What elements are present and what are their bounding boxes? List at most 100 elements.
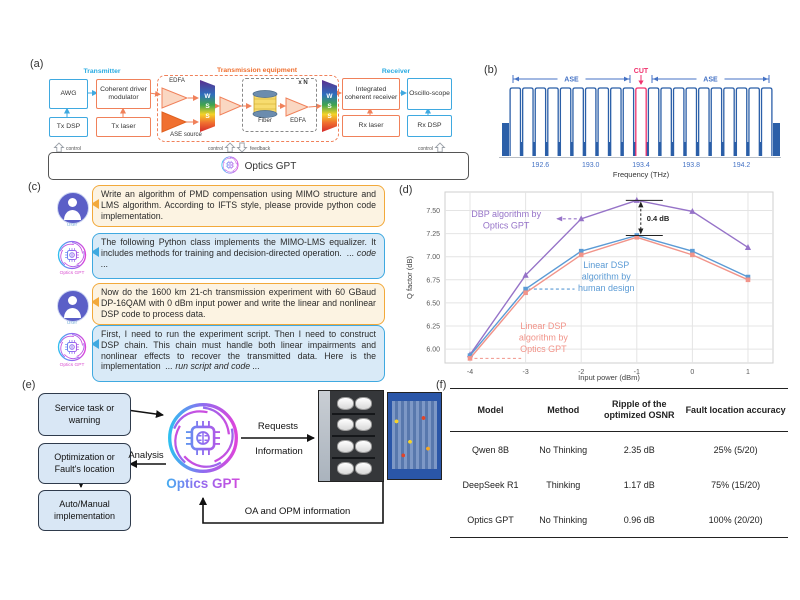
panel-b-label: (b) [484,64,498,76]
svg-text:Linear DSP: Linear DSP [520,321,566,331]
rx-dsp-block: Rx DSP [407,115,452,137]
requests-arrow-label: Requests [257,421,299,432]
chat-text-italic: ... code ... [101,247,376,269]
transmitter-section-label: Transmitter [83,68,121,75]
optimization-box: Optimization or Fault's location [38,443,131,484]
chat-text: Now do the 1600 km 21-ch transmission ex… [101,287,376,319]
svg-text:0.4 dB: 0.4 dB [647,214,670,223]
table-row: Qwen 8B No Thinking 2.35 dB 25% (5/20) [450,432,788,467]
chat-text: The following Python class implements th… [101,237,376,258]
fiber-spool-icon [252,90,278,118]
svg-text:7.00: 7.00 [426,254,440,261]
panel-f-results: Model Method Ripple of the optimized OSNR F… [435,378,790,538]
oscilloscope-block: Oscillo-scope [407,78,452,110]
svg-text:-4: -4 [467,369,473,376]
svg-text:Optics GPT: Optics GPT [520,344,567,354]
column-header: Ripple of the optimized OSNR [604,399,675,420]
chat-text: First, I need to run the experiment scri… [101,329,376,372]
chat-message-user: Now do the 1600 km 21-ch transmission ex… [92,283,385,325]
control-right-label: control [418,146,433,152]
tx-laser-block: Tx laser [96,117,151,137]
control-left-label: control [66,146,81,152]
panel-e-workflow: Service task or warning Optimization or … [20,378,448,548]
receiver-section-label: Receiver [381,68,411,75]
optics-gpt-avatar-icon [57,332,87,367]
implementation-box: Auto/Manual implementation [38,490,131,531]
results-table: Model Method Ripple of the optimized OSNR F… [450,388,788,538]
panel-c-label: (c) [28,181,41,193]
user-avatar-icon [57,290,89,322]
panel-a-label: (a) [30,58,44,70]
chat-text-italic: ... run script and code ... [165,361,260,372]
panel-c-chat: User Write an algorithm of PMD compensat… [28,182,390,382]
panel-d-label: (d) [399,184,413,196]
table-cell: 100% (20/20) [708,514,763,525]
svg-text:6.00: 6.00 [426,347,440,354]
table-cell: Thinking [546,479,581,490]
table-cell: Optics GPT [467,514,514,525]
svg-text:algorithm by: algorithm by [582,271,632,281]
coherent-driver-modulator-block: Coherent driver modulator [96,79,151,109]
user-avatar-icon [57,192,89,224]
equipment-section-label: Transmission equipment [216,67,298,74]
svg-text:-1: -1 [634,369,640,376]
edfa-amplifier-icon [161,87,189,109]
svg-text:194.2: 194.2 [733,162,751,169]
svg-text:ASE: ASE [564,77,579,84]
svg-text:DBP algorithm by: DBP algorithm by [471,209,541,219]
control-mid-label: control [208,146,223,152]
chat-message-assistant: The following Python class implements th… [92,233,385,279]
table-cell: No Thinking [539,444,588,455]
svg-text:6.50: 6.50 [426,300,440,307]
fiber-label: Fiber [258,118,272,124]
svg-text:Q factor (dB): Q factor (dB) [405,256,414,299]
table-row: DeepSeek R1 Thinking 1.17 dB 75% (15/20) [450,467,788,502]
table-cell: No Thinking [539,514,588,525]
svg-text:algorithm by: algorithm by [519,332,569,342]
svg-text:7.50: 7.50 [426,208,440,215]
optics-gpt-avatar-label: Optics GPT [59,363,85,368]
svg-text:Input power (dBm): Input power (dBm) [578,373,640,382]
table-cell: 25% (5/20) [713,444,758,455]
booster-amplifier-icon [219,96,243,116]
table-cell: 0.96 dB [623,514,655,525]
svg-text:6.25: 6.25 [426,324,440,331]
svg-text:ASE: ASE [703,77,718,84]
table-header-row: Model Method Ripple of the optimized OSNR F… [450,388,788,432]
svg-text:Frequency (THz): Frequency (THz) [613,170,670,179]
svg-text:-2: -2 [578,369,584,376]
column-header: Method [547,404,580,415]
svg-text:7.25: 7.25 [426,231,440,238]
svg-text:CUT: CUT [634,68,649,75]
svg-text:193.4: 193.4 [632,162,650,169]
awg-block: AWG [49,79,88,109]
rx-laser-block: Rx laser [342,115,400,137]
edfa2-label: EDFA [290,118,306,124]
fiber-rack-photo [318,390,384,482]
control-feedback-arrows [53,142,446,153]
equipment-cabinet-photo [387,392,442,480]
table-cell: DeepSeek R1 [462,479,519,490]
integrated-coherent-receiver-block: Integrated coherent receiver [342,78,400,110]
panel-e-label: (e) [22,379,36,391]
column-header: Model [477,404,504,415]
information-arrow-label: Information [255,446,303,457]
panel-b-spectrum: 192.6 193.0 193.4 193.8 194.2 Frequency (THz)… [483,64,783,188]
edfa1-label: EDFA [169,78,185,84]
panel-a-system-diagram: control control feedback control Transmi… [30,60,470,180]
chat-message-assistant: First, I need to run the experiment scri… [92,325,385,382]
service-task-box: Service task or warning [38,393,131,436]
svg-text:Optics GPT: Optics GPT [483,220,530,230]
oa-opm-arrow-label: OA and OPM information [244,506,351,517]
column-header: Fault location accuracy [685,404,786,415]
optics-gpt-logo-icon [166,401,240,480]
wdm-spectrum-chart: 192.6 193.0 193.4 193.8 194.2 Frequency (THz)… [499,68,783,179]
optics-gpt-bar: Optics GPT [48,152,469,180]
inline-edfa-icon [285,97,310,117]
ase-source-label: ASE source [170,132,202,138]
svg-text:0: 0 [690,369,694,376]
optics-gpt-avatar-icon [57,240,87,275]
table-cell: Qwen 8B [472,444,510,455]
table-cell: 75% (15/20) [711,479,761,490]
